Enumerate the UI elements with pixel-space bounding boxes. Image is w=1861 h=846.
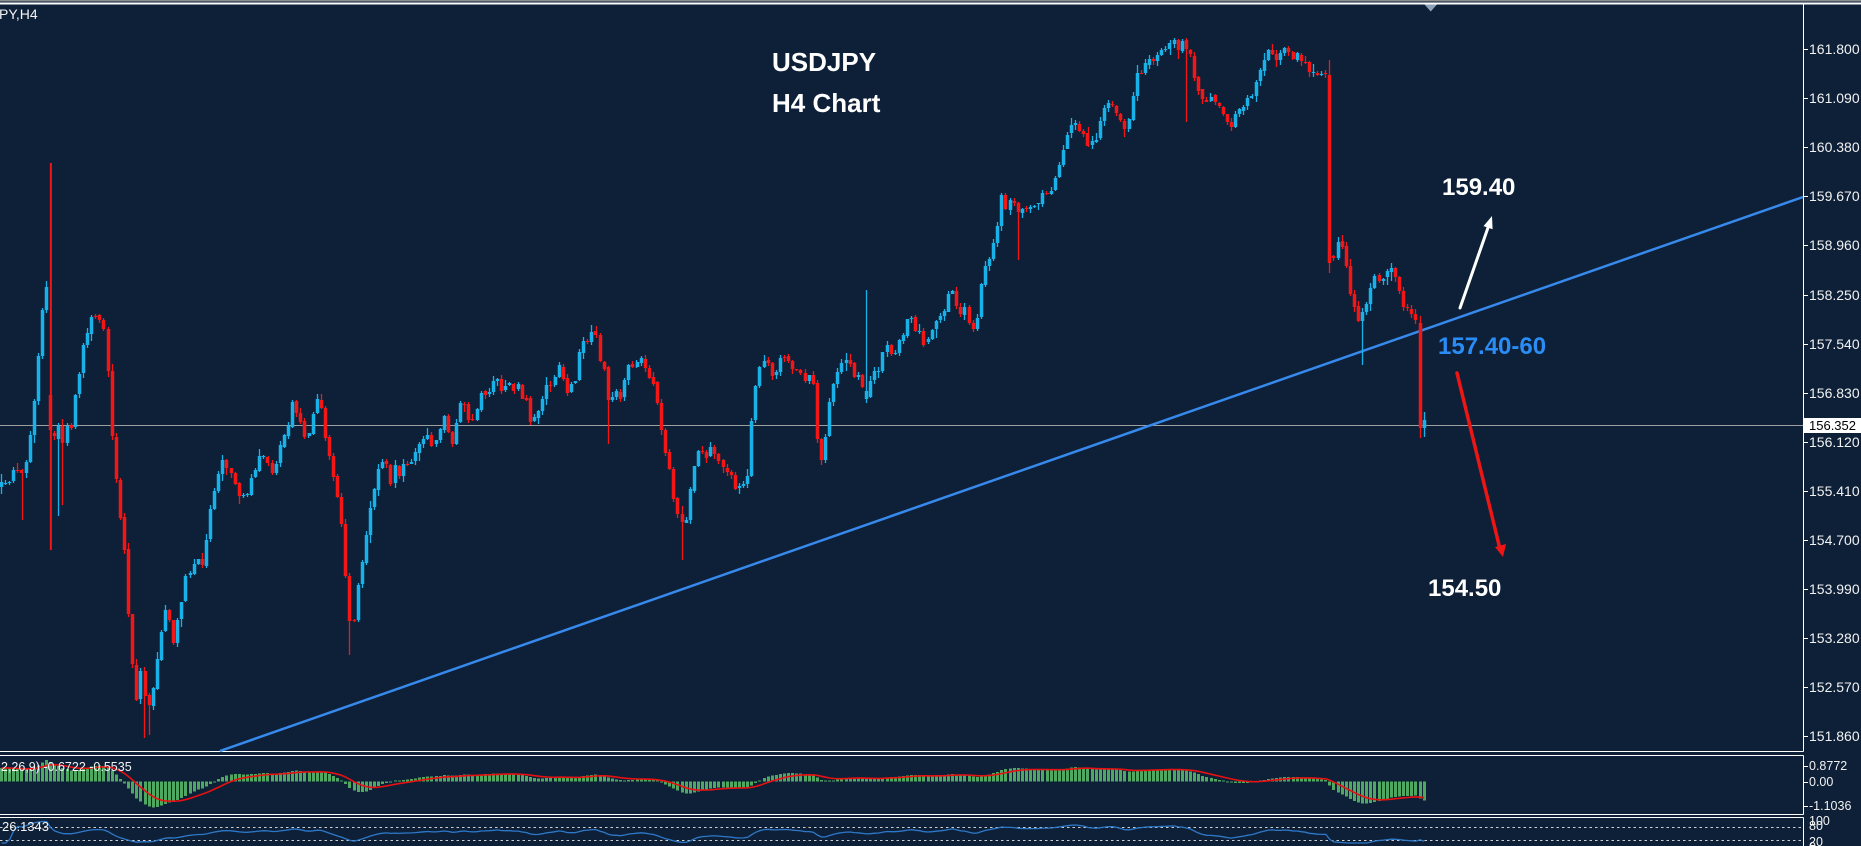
svg-text:155.410: 155.410 [1809, 483, 1860, 499]
svg-text:161.090: 161.090 [1809, 90, 1860, 106]
svg-text:H4 Chart: H4 Chart [772, 88, 881, 118]
svg-text:2,26,9) -0.6722 -0.5535: 2,26,9) -0.6722 -0.5535 [1, 760, 132, 774]
svg-text:159.40: 159.40 [1442, 174, 1515, 201]
svg-text:100: 100 [1809, 814, 1830, 828]
svg-text:157.540: 157.540 [1809, 336, 1860, 352]
svg-text:80: 80 [1809, 819, 1823, 833]
svg-text:160.380: 160.380 [1809, 139, 1860, 155]
svg-text:0: 0 [1809, 840, 1816, 846]
svg-text:157.40-60: 157.40-60 [1438, 333, 1546, 360]
svg-text:156.352: 156.352 [1809, 418, 1856, 433]
svg-text:154.50: 154.50 [1428, 575, 1501, 602]
svg-text:156.830: 156.830 [1809, 385, 1860, 401]
svg-text:161.800: 161.800 [1809, 41, 1860, 57]
svg-text:156.120: 156.120 [1809, 434, 1860, 450]
svg-text:159.670: 159.670 [1809, 188, 1860, 204]
svg-text:154.700: 154.700 [1809, 532, 1860, 548]
svg-text:151.860: 151.860 [1809, 728, 1860, 744]
svg-text:158.960: 158.960 [1809, 237, 1860, 253]
svg-text:152.570: 152.570 [1809, 679, 1860, 695]
svg-text:0.8772: 0.8772 [1809, 759, 1847, 773]
svg-text:PY,H4: PY,H4 [0, 6, 38, 22]
svg-text:0.00: 0.00 [1809, 775, 1833, 789]
svg-text:153.990: 153.990 [1809, 581, 1860, 597]
svg-text:158.250: 158.250 [1809, 287, 1860, 303]
svg-text:20: 20 [1809, 835, 1823, 846]
svg-text:-1.1036: -1.1036 [1809, 799, 1851, 813]
svg-text:26.1343: 26.1343 [2, 819, 49, 834]
svg-text:153.280: 153.280 [1809, 630, 1860, 646]
svg-text:USDJPY: USDJPY [772, 47, 876, 77]
